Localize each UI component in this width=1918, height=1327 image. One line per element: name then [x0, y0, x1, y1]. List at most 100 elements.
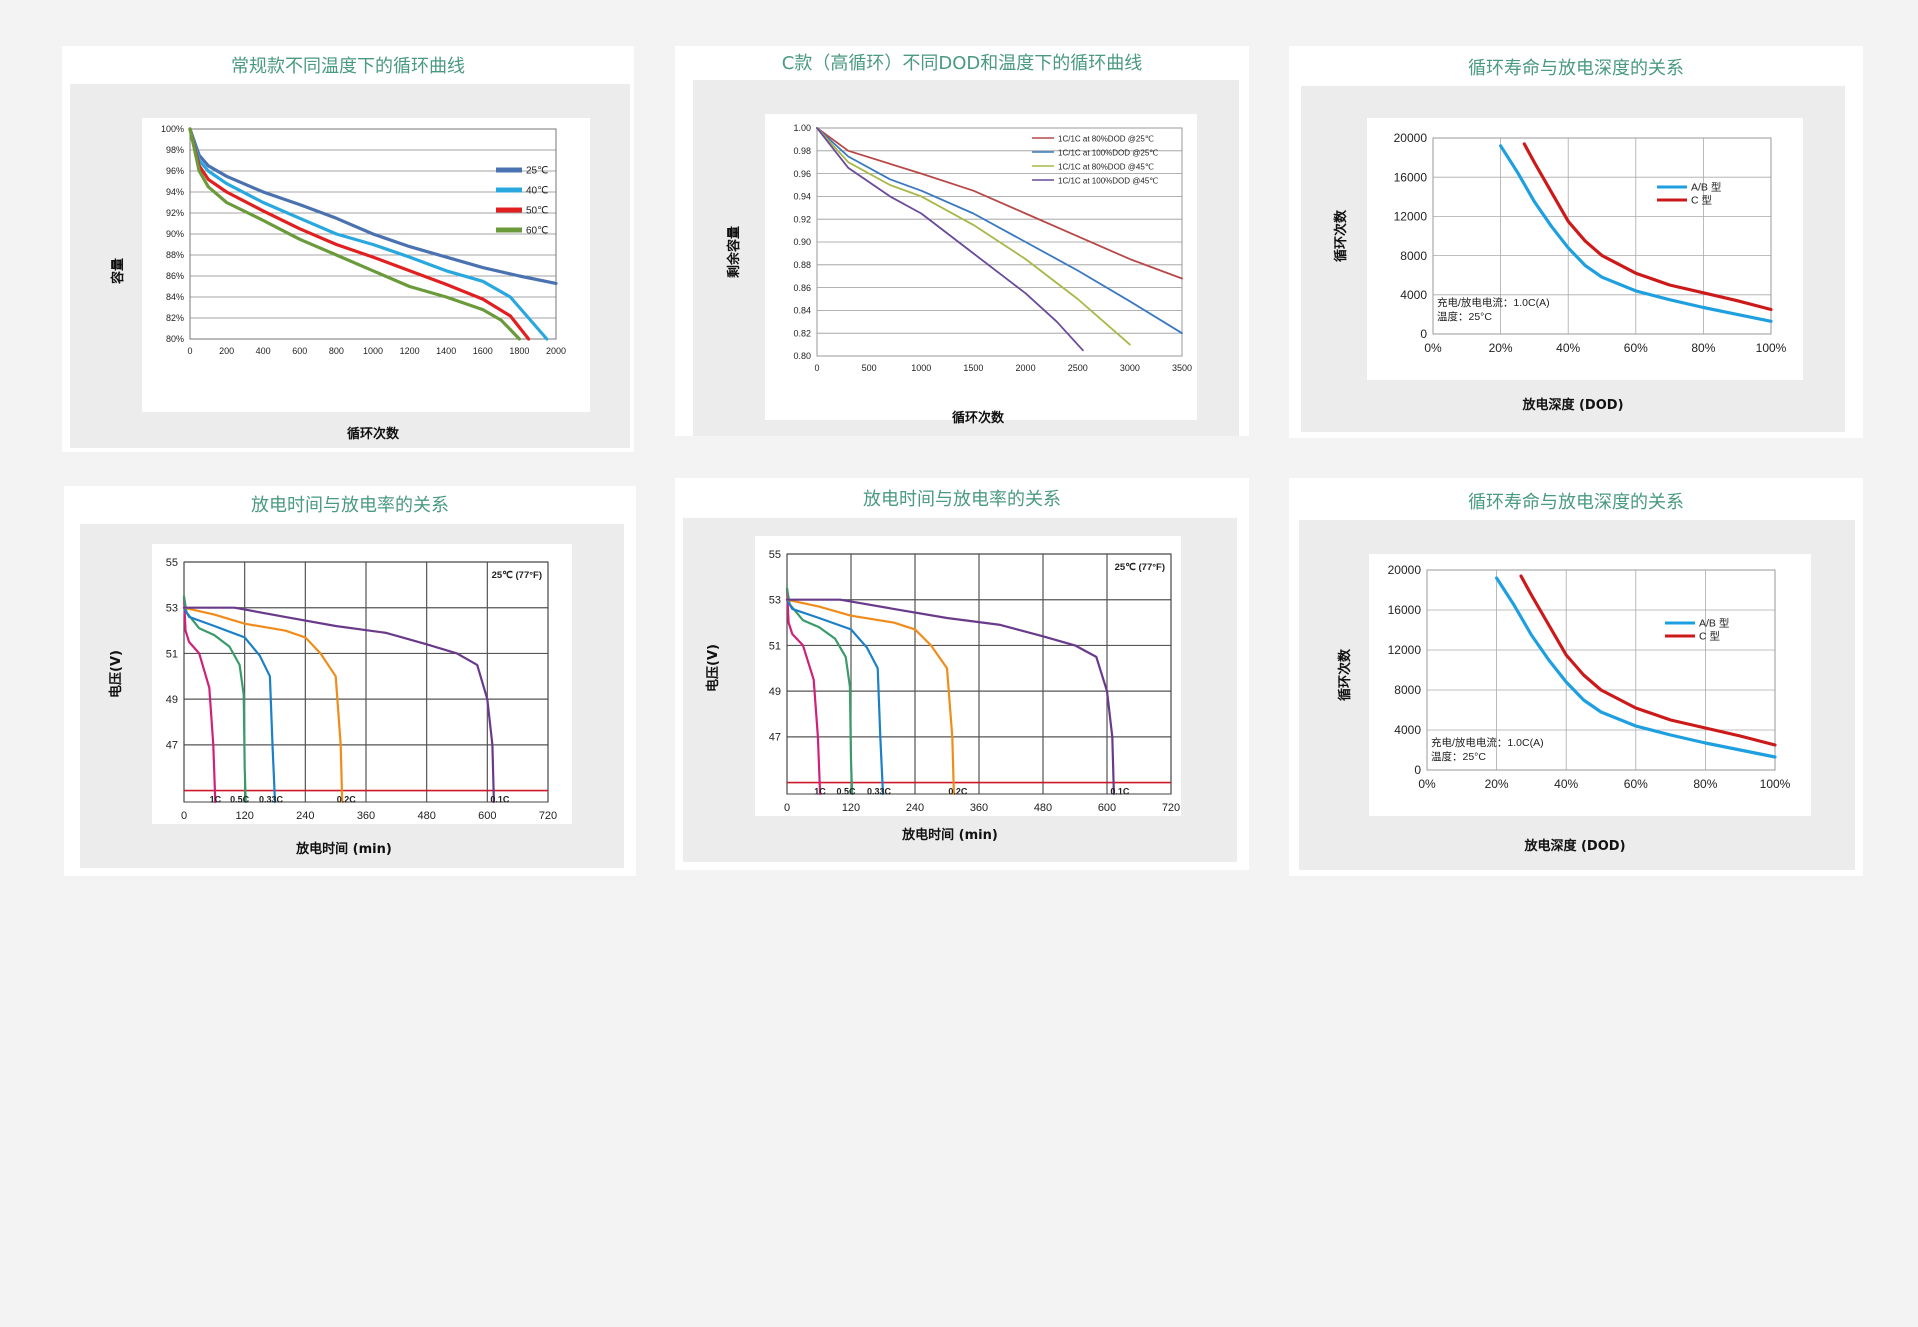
y-tick-label: 0.86: [793, 283, 811, 293]
x-tick-label: 3500: [1172, 363, 1192, 373]
chart-title: 放电时间与放电率的关系: [251, 495, 449, 516]
plot-background: [152, 544, 572, 824]
y-tick-label: 86%: [166, 271, 184, 281]
x-tick-label: 0%: [1418, 777, 1436, 791]
x-tick-label: 1000: [911, 363, 931, 373]
y-axis-label: 电压(V): [705, 644, 721, 692]
plot-background: [765, 114, 1197, 420]
series-line-0-33c: [785, 598, 885, 796]
y-tick-label: 0.92: [793, 214, 811, 224]
y-tick-label: 55: [166, 557, 178, 569]
y-tick-label: 20000: [1388, 563, 1422, 577]
x-tick-label: 600: [478, 810, 496, 822]
y-axis-label: 剩余容量: [726, 226, 742, 278]
cycle-life-dod-chart: 0 4000 8000 12000 16000 20000 0% 20% 40% 60% 80% 10…: [1333, 118, 1803, 413]
y-tick-label: 55: [769, 549, 781, 561]
series-line-0-1c: [785, 598, 1115, 796]
y-tick-label: 49: [166, 694, 178, 706]
annotation-text: 充电/放电电流：1.0C(A): [1437, 296, 1550, 309]
series-end-label: 0.5C: [230, 795, 250, 805]
x-tick-label: 120: [235, 810, 253, 822]
x-tick-label: 1500: [963, 363, 983, 373]
series-end-label: 1C: [210, 795, 222, 805]
y-tick-label: 92%: [166, 208, 184, 218]
y-tick-label: 0.94: [793, 192, 811, 202]
series-line-c-: [1522, 142, 1773, 312]
y-tick-label: 53: [769, 595, 781, 607]
x-tick-label: 120: [842, 802, 860, 814]
x-tick-label: 200: [219, 346, 234, 356]
y-tick-label: 0: [1420, 327, 1427, 341]
y-tick-label: 90%: [166, 229, 184, 239]
plot-background: [1369, 554, 1811, 816]
y-axis-label: 容量: [110, 258, 126, 285]
plot-frame: [1426, 569, 1776, 771]
series-end-label: 0.1C: [490, 795, 510, 805]
y-tick-label: 82%: [166, 313, 184, 323]
y-tick-label: 88%: [166, 250, 184, 260]
x-tick-label: 0: [187, 346, 192, 356]
y-tick-label: 0.90: [793, 237, 811, 247]
plot-frame: [786, 553, 1172, 795]
x-tick-label: 60%: [1624, 777, 1648, 791]
x-tick-label: 720: [539, 810, 557, 822]
x-tick-label: 1000: [363, 346, 383, 356]
y-tick-label: 8000: [1400, 249, 1427, 263]
legend-label: A/B 型: [1699, 617, 1729, 630]
y-tick-label: 98%: [166, 145, 184, 155]
legend-label: 1C/1C at 80%DOD @45℃: [1058, 163, 1154, 172]
x-tick-label: 240: [906, 802, 924, 814]
plot-frame: [1432, 137, 1772, 335]
legend-label: 1C/1C at 80%DOD @25℃: [1058, 135, 1154, 144]
x-tick-label: 800: [329, 346, 344, 356]
x-axis-label: 放电时间 (min): [901, 827, 998, 843]
plot-background: [1367, 118, 1803, 380]
legend-label: C 型: [1699, 630, 1720, 643]
legend-label: 1C/1C at 100%DOD @25℃: [1058, 149, 1158, 158]
chart-panel: 80% 82% 84% 86% 88% 90% 92% 94% 96% 98% 100% 0 200 40…: [70, 84, 630, 448]
x-tick-label: 360: [970, 802, 988, 814]
x-tick-label: 40%: [1554, 777, 1578, 791]
x-tick-label: 80%: [1693, 777, 1717, 791]
x-tick-label: 2500: [1068, 363, 1088, 373]
x-tick-label: 100%: [1756, 341, 1787, 355]
plot-background: [755, 536, 1181, 816]
x-tick-label: 0: [181, 810, 187, 822]
y-tick-label: 8000: [1394, 683, 1421, 697]
chart-title: 循环寿命与放电深度的关系: [1468, 492, 1684, 513]
y-tick-label: 49: [769, 686, 781, 698]
series-end-label: 0.33C: [867, 787, 892, 797]
cycle-life-dod-chart-2: 0 4000 8000 12000 16000 20000 0% 20% 40% 60% 80% 10…: [1337, 554, 1811, 854]
series-line-a-b-: [1499, 144, 1773, 323]
y-tick-label: 80%: [166, 334, 184, 344]
annotation-text: 充电/放电电流：1.0C(A): [1431, 736, 1544, 749]
chart-card-cycle-life-dod-2: 循环寿命与放电深度的关系 0 4000 8000 12000 16000 20000 0% 2…: [1289, 478, 1863, 876]
series-end-label: 0.1C: [1110, 787, 1130, 797]
chart-panel: 47 49 51 53 55 0 120 240 360 480 600 720 1C 0.5C 0.33C…: [683, 518, 1237, 862]
plot-frame: [189, 128, 557, 340]
series-end-label: 0.2C: [948, 787, 968, 797]
series-line-1c-1c-at-80-dod-45-: [816, 127, 1131, 346]
legend-label: 25℃: [526, 166, 548, 177]
series-line-0-2c: [785, 598, 955, 796]
x-tick-label: 40%: [1556, 341, 1580, 355]
series-line-c-: [1519, 574, 1777, 747]
x-tick-label: 1200: [400, 346, 420, 356]
discharge-time-chart: 47 49 51 53 55 0 120 240 360 480 600 720 1C 0.5C 0.33C…: [108, 544, 572, 857]
y-tick-label: 47: [166, 740, 178, 752]
series-end-label: 1C: [814, 787, 826, 797]
y-tick-label: 0.98: [793, 146, 811, 156]
legend-label: 40℃: [526, 186, 548, 197]
y-tick-label: 51: [769, 640, 781, 652]
condition-label: 25℃ (77°F): [1115, 562, 1165, 573]
x-axis-label: 放电深度 (DOD): [1521, 397, 1623, 413]
series-end-label: 0.2C: [337, 795, 357, 805]
x-axis-label: 放电时间 (min): [295, 841, 392, 857]
x-tick-label: 1400: [436, 346, 456, 356]
legend-label: 60℃: [526, 226, 548, 237]
chart-title: C款（高循环）不同DOD和温度下的循环曲线: [781, 53, 1143, 74]
chart-title: 放电时间与放电率的关系: [863, 489, 1061, 510]
x-tick-label: 720: [1162, 802, 1180, 814]
x-tick-label: 0: [784, 802, 790, 814]
series-end-label: 0.5C: [837, 787, 857, 797]
